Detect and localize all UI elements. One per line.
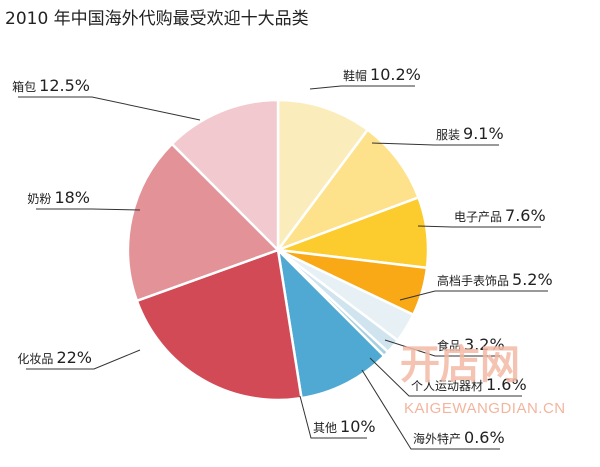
leader-line — [384, 339, 500, 357]
leader-line — [417, 225, 541, 228]
pie-slice — [126, 142, 281, 303]
slice-label-value: 10% — [340, 417, 376, 436]
slice-label-value: 1.6% — [486, 375, 527, 394]
slice-label-value: 5.2% — [512, 270, 553, 289]
chart-title: 2010 年中国海外代购最受欢迎十大品类 — [5, 9, 309, 29]
slice-label-name: 鞋帽 — [343, 68, 367, 83]
slice-label-name: 食品 — [437, 338, 461, 353]
slice-label-value: 18% — [54, 188, 90, 207]
slice-label-name: 奶粉 — [27, 192, 51, 206]
slice-label: 服装 9.1% — [436, 124, 504, 143]
slice-label-name: 化妆品 — [17, 352, 53, 366]
slice-label-name: 服装 — [436, 128, 460, 142]
leader-line — [399, 290, 548, 301]
pie-slice — [276, 98, 370, 254]
slice-label-name: 海外特产 — [413, 431, 461, 446]
slice-label-value: 3.2% — [464, 335, 505, 354]
slice-label-name: 箱包 — [12, 79, 36, 94]
pie-slice — [274, 128, 421, 253]
slice-label: 个人运动器材 1.6% — [411, 375, 527, 394]
slice-label-name: 个人运动器材 — [411, 379, 483, 393]
leader-lines — [18, 85, 548, 450]
leader-line — [371, 142, 499, 146]
slice-label: 电子产品 7.6% — [454, 206, 546, 225]
leader-line — [309, 85, 415, 90]
leader-line — [369, 357, 522, 397]
pie-slice — [170, 98, 280, 254]
slice-label-name: 高档手表饰品 — [437, 273, 509, 288]
slice-label: 箱包 12.5% — [12, 76, 90, 95]
watermark-brand: 开店网 — [400, 342, 520, 388]
slice-label-name: 其他 — [313, 421, 337, 435]
watermark: 开店网 KAIGEWANGDIAN.CN — [400, 342, 566, 417]
slice-label: 化妆品 22% — [17, 348, 92, 367]
slice-label: 其他 10% — [313, 417, 376, 436]
slice-label-value: 12.5% — [39, 76, 90, 95]
slice-label-value: 7.6% — [505, 206, 546, 225]
slice-label-value: 9.1% — [463, 124, 504, 143]
slice-label: 奶粉 18% — [27, 188, 90, 207]
slice-labels: 鞋帽 10.2% 服装 9.1% 电子产品 7.6% 高档手表饰品 5.2% 食品 3.2% 个人运… — [12, 65, 553, 447]
pie-slice — [135, 248, 303, 402]
leader-line — [18, 96, 201, 121]
leader-line — [361, 369, 500, 450]
slice-label: 鞋帽 10.2% — [343, 65, 421, 84]
slice-label-value: 0.6% — [464, 428, 505, 447]
slice-label: 高档手表饰品 5.2% — [437, 270, 553, 289]
pie-slice — [276, 246, 386, 400]
leader-line — [26, 349, 141, 370]
slice-label: 海外特产 0.6% — [413, 428, 505, 447]
slice-label-value: 22% — [56, 348, 92, 367]
slice-label-name: 电子产品 — [454, 210, 502, 224]
watermark-url: KAIGEWANGDIAN.CN — [404, 400, 566, 417]
pie-slices — [126, 98, 430, 402]
leader-line — [299, 395, 367, 439]
slice-label-value: 10.2% — [370, 65, 421, 84]
slice-label: 食品 3.2% — [437, 335, 505, 354]
leader-line — [36, 208, 141, 211]
